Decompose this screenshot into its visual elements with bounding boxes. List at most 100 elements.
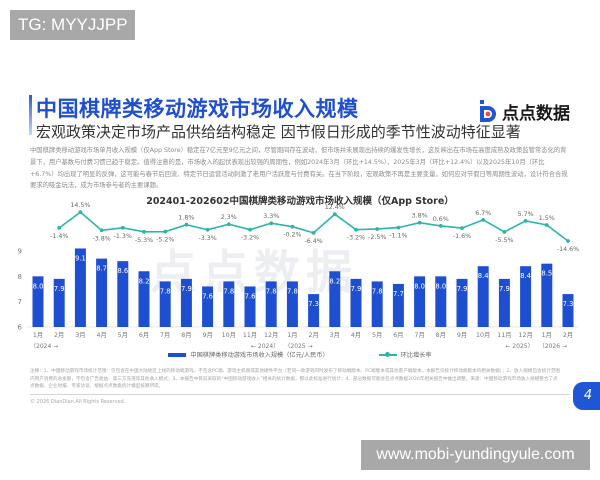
bar-value-label: 8.4 bbox=[520, 272, 531, 280]
legend-bar-swatch bbox=[168, 352, 187, 357]
revenue-bar bbox=[180, 278, 192, 327]
x-tick-label: 4月 bbox=[351, 331, 361, 339]
x-tick-label: 10月 bbox=[222, 331, 236, 339]
tg-watermark-badge: TG: MYYJJPP bbox=[10, 10, 135, 40]
x-tick-label: 10月 bbox=[476, 331, 490, 339]
growth-point bbox=[78, 210, 83, 214]
growth-point bbox=[396, 225, 401, 230]
x-tick-label: 6月 bbox=[393, 331, 403, 339]
growth-point bbox=[99, 228, 104, 233]
bar-value-label: 9.1 bbox=[75, 254, 86, 262]
revenue-bar bbox=[520, 266, 532, 327]
growth-label: -1.1% bbox=[389, 233, 407, 240]
growth-label: -5.5% bbox=[495, 237, 513, 244]
revenue-bar bbox=[350, 278, 362, 327]
growth-label: -2.5% bbox=[368, 234, 386, 241]
bar-value-label: 7.8 bbox=[160, 287, 171, 295]
legend-line-swatch bbox=[378, 351, 397, 357]
x-tick-label: 2月 bbox=[308, 331, 318, 339]
growth-label: -3.2% bbox=[241, 235, 259, 242]
growth-point bbox=[523, 218, 528, 223]
growth-label: 1.8% bbox=[178, 215, 194, 222]
bar-value-label: 7.3 bbox=[308, 300, 319, 308]
growth-label: -1.6% bbox=[453, 233, 471, 240]
x-tick-label: 12月 bbox=[264, 331, 278, 339]
x-tick-label: 11月 bbox=[497, 331, 511, 339]
x-tick-label: 12月 bbox=[518, 331, 532, 339]
bar-value-label: 8.6 bbox=[117, 267, 128, 275]
y-tick-label: 7 bbox=[18, 298, 22, 306]
year-marker: ← 2025） bbox=[505, 343, 533, 350]
growth-label: 2.3% bbox=[221, 214, 237, 221]
growth-point bbox=[566, 239, 570, 243]
year-marker: （2025 → bbox=[284, 343, 312, 350]
diandian-logo-icon bbox=[479, 100, 499, 122]
summary-paragraph: 中国棋牌类移动游戏市场单月收入规模（仅App Store）稳定在7亿元至9亿元之… bbox=[30, 147, 568, 190]
x-tick-label: 8月 bbox=[181, 331, 191, 339]
diandian-logo: 点点数据 bbox=[479, 98, 570, 124]
bar-value-label: 7.9 bbox=[54, 285, 65, 293]
growth-label: -5.3% bbox=[135, 237, 153, 244]
x-tick-label: 2月 bbox=[54, 331, 64, 339]
growth-point bbox=[332, 212, 337, 217]
growth-label: -3.2% bbox=[347, 235, 365, 242]
bar-value-label: 8.0 bbox=[414, 282, 425, 290]
growth-label: 3.3% bbox=[263, 213, 279, 220]
growth-point bbox=[142, 229, 146, 234]
x-tick-label: 11月 bbox=[243, 331, 257, 339]
x-tick-label: 4月 bbox=[96, 331, 106, 339]
x-tick-label: 1月 bbox=[287, 331, 297, 339]
chart-legend: 中国棋牌类移动游戏市场收入规模（亿元/人民币） 环比增长率 bbox=[0, 350, 600, 359]
year-marker: ← 2024） bbox=[251, 343, 279, 350]
revenue-bar bbox=[202, 286, 214, 327]
slide: 中国棋牌类移动游戏市场收入规模 宏观政策决定市场产品供给结构稳定 因节假日形成的… bbox=[0, 88, 600, 423]
revenue-bar bbox=[414, 276, 426, 327]
growth-point bbox=[481, 217, 486, 222]
bar-value-label: 8.0 bbox=[435, 282, 446, 290]
bar-value-label: 8.7 bbox=[96, 265, 107, 273]
bar-value-label: 7.9 bbox=[457, 285, 468, 293]
page-number-badge: 4 bbox=[573, 382, 600, 410]
diandian-logo-text: 点点数据 bbox=[502, 103, 570, 124]
growth-point bbox=[163, 229, 168, 234]
growth-label: -6.4% bbox=[304, 238, 322, 245]
growth-point bbox=[375, 227, 380, 231]
x-tick-label: 3月 bbox=[75, 331, 85, 339]
bar-value-label: 8.2 bbox=[329, 277, 340, 285]
x-tick-label: 9月 bbox=[457, 331, 467, 339]
growth-point bbox=[57, 225, 62, 230]
revenue-chart: 6 7 8 9 8.0 1月 7.9 2月 9.1 3月 8.7 4月 8.6 5月 8.2 6月 7.8 7月 7… bbox=[18, 202, 580, 350]
page-title: 中国棋牌类移动游戏市场收入规模 bbox=[36, 97, 359, 121]
revenue-bar bbox=[541, 263, 553, 327]
revenue-bar bbox=[329, 271, 341, 327]
revenue-bar bbox=[435, 276, 447, 327]
revenue-bar bbox=[74, 248, 86, 327]
bar-value-label: 8.4 bbox=[478, 272, 489, 280]
chart-title: 202401-202602中国棋牌类移动游戏市场收入规模（仅App Store） bbox=[146, 196, 454, 207]
x-tick-label: 6月 bbox=[139, 331, 149, 339]
growth-label: 5.7% bbox=[518, 211, 534, 218]
year-marker: （2024 → bbox=[30, 343, 58, 350]
bar-value-label: 7.9 bbox=[351, 285, 362, 293]
revenue-bar bbox=[456, 278, 468, 327]
growth-point bbox=[502, 230, 507, 234]
footer-notes: 注释：1、中国移动游戏市场统计范围：仅包含在中国大陆地区上线的移动端游戏，不包含… bbox=[30, 369, 561, 389]
growth-point bbox=[544, 223, 549, 227]
growth-label: 12.4% bbox=[325, 204, 345, 211]
growth-point bbox=[311, 230, 316, 235]
revenue-bar bbox=[286, 281, 298, 327]
revenue-bar bbox=[371, 281, 383, 327]
growth-point bbox=[184, 222, 189, 227]
revenue-bar bbox=[53, 278, 65, 327]
growth-point bbox=[460, 226, 464, 230]
revenue-bar bbox=[32, 276, 44, 327]
revenue-bar bbox=[223, 281, 235, 327]
bar-value-label: 7.9 bbox=[181, 285, 192, 293]
title-accent-bar bbox=[29, 95, 32, 135]
growth-label: 6.7% bbox=[475, 210, 491, 217]
x-tick-label: 2月 bbox=[563, 331, 573, 339]
growth-point bbox=[226, 222, 231, 227]
revenue-bar bbox=[265, 281, 277, 327]
revenue-bar bbox=[477, 266, 489, 327]
x-tick-label: 5月 bbox=[372, 331, 382, 339]
